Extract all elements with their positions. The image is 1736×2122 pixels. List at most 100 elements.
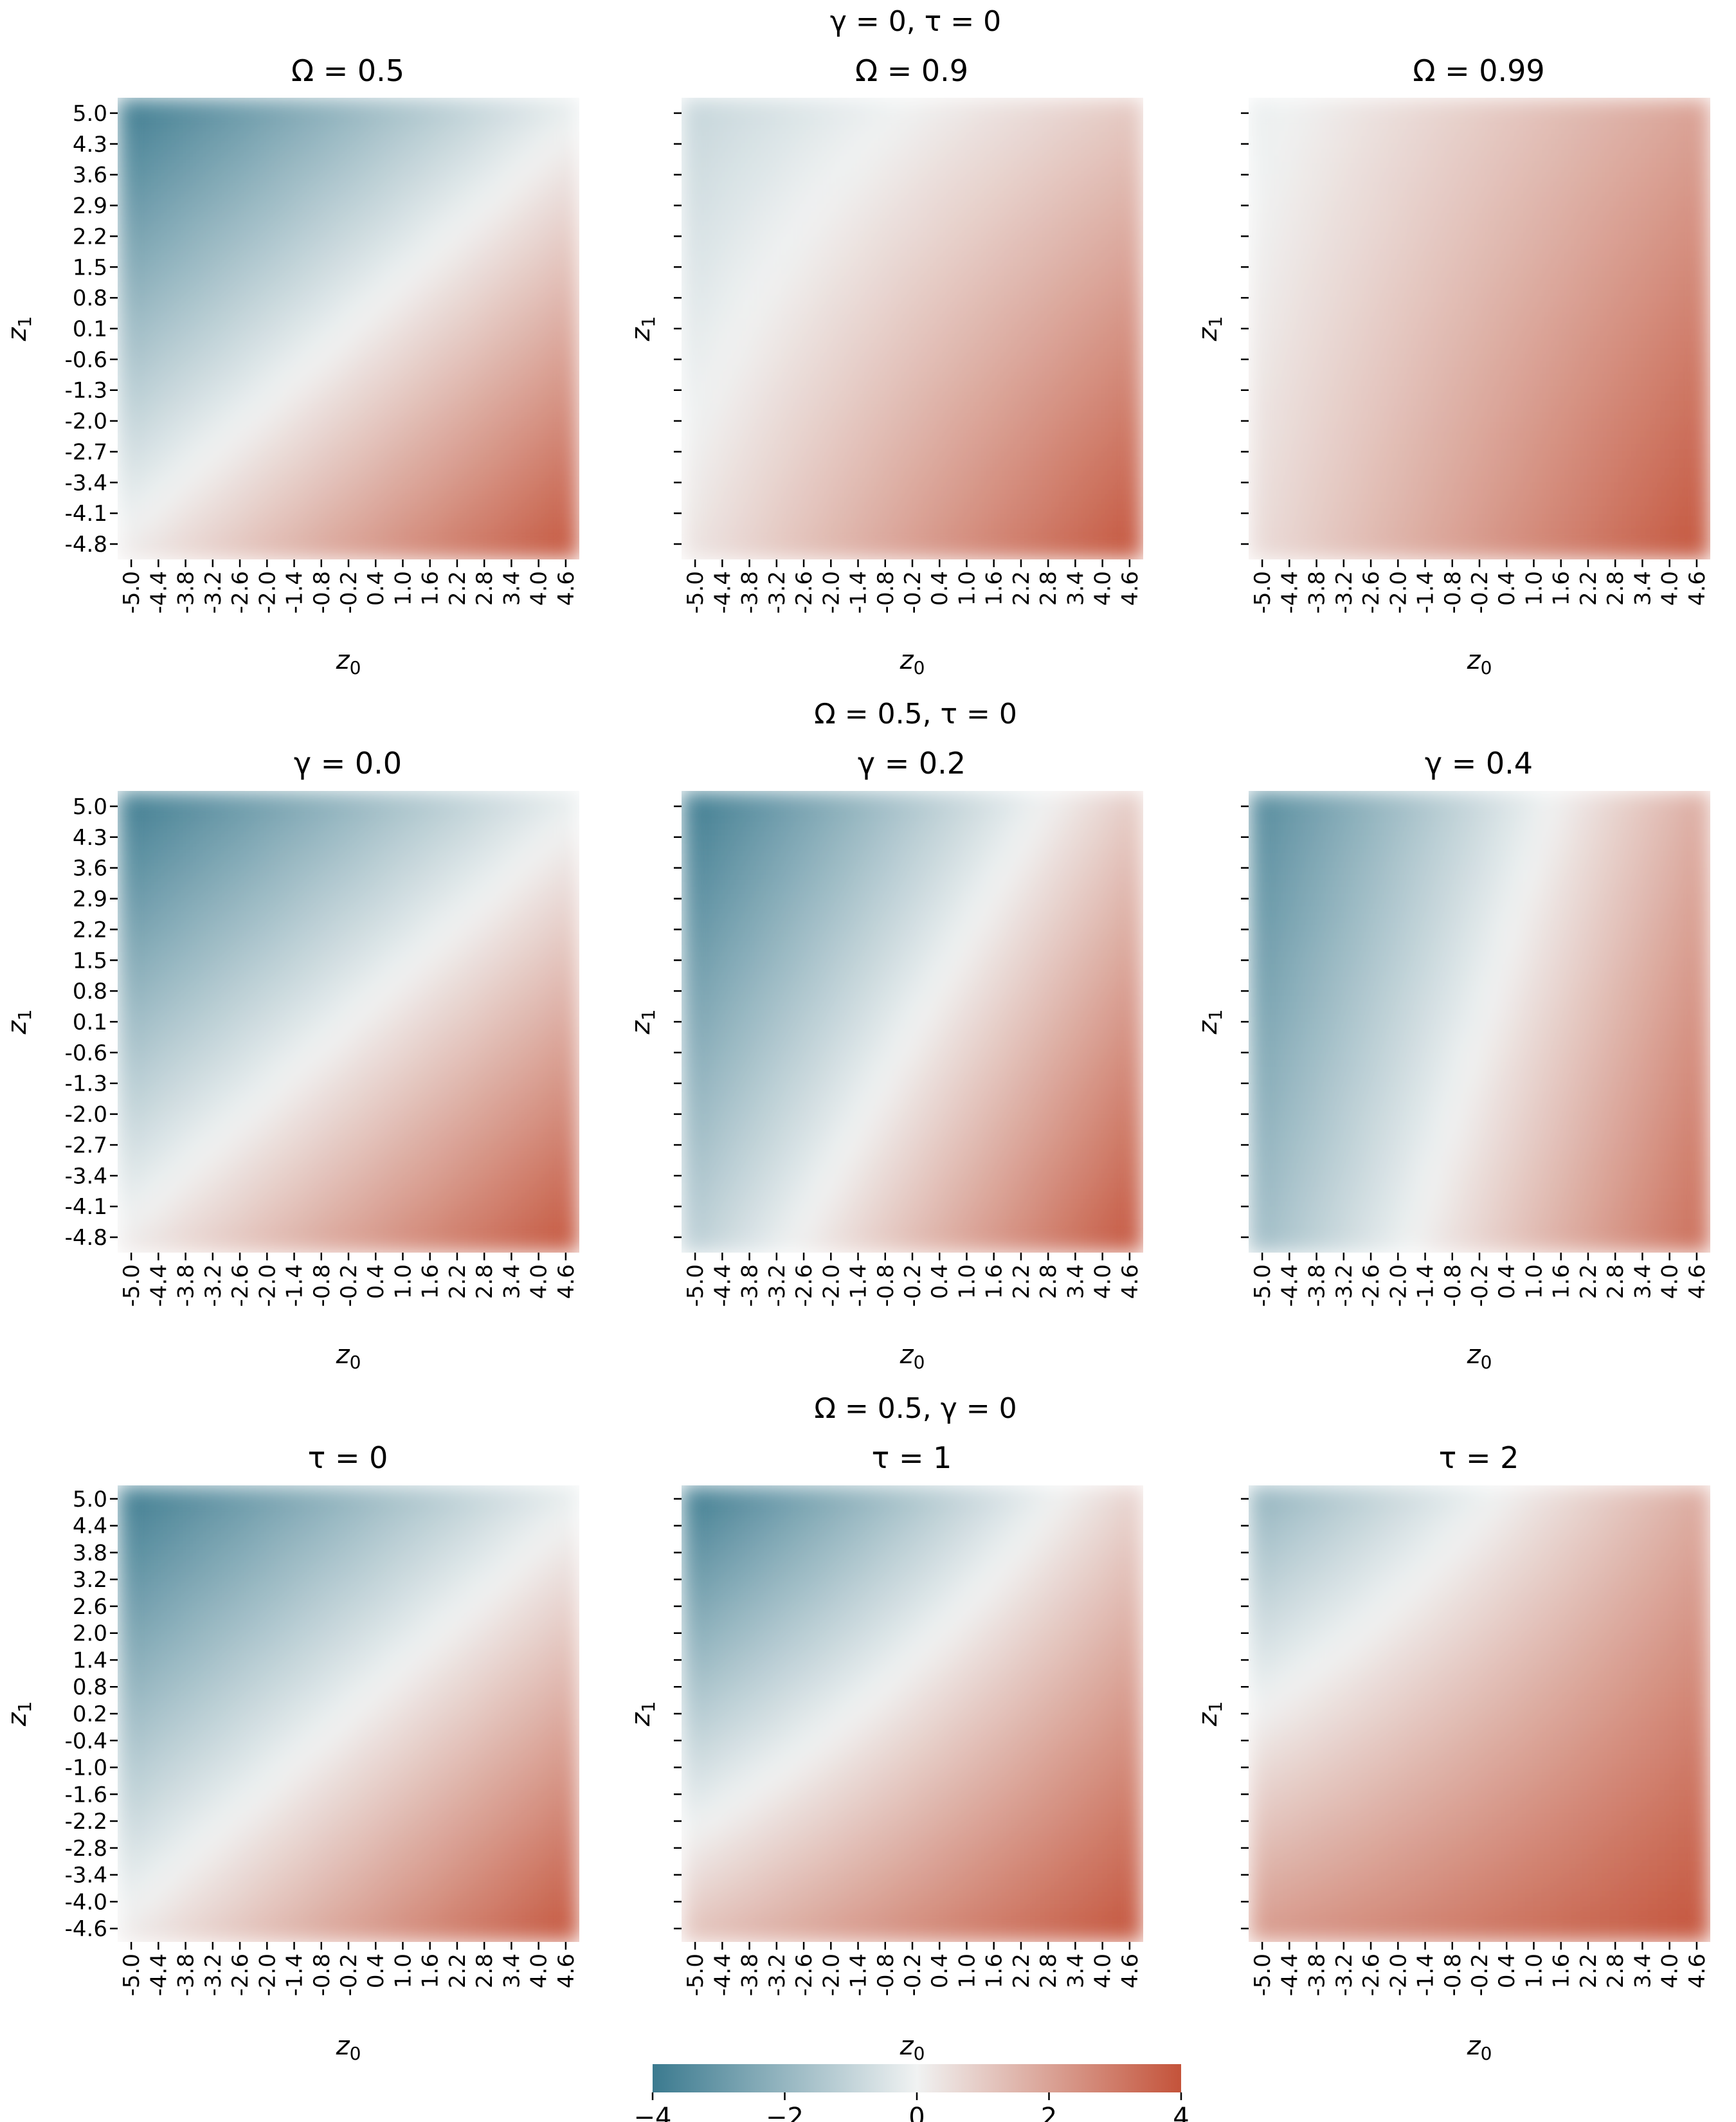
heatmap-cell [777, 1714, 798, 1734]
heatmap-cell [1691, 386, 1710, 406]
heatmap-cell [1124, 347, 1143, 368]
heatmap-cell [464, 1808, 484, 1829]
heatmap-cell [1614, 1079, 1634, 1100]
heatmap-cell [271, 1827, 292, 1847]
heatmap-cell [386, 309, 407, 329]
heatmap-cell [348, 791, 368, 811]
x-tick-label: 0.4 [1494, 1264, 1520, 1299]
heatmap-cell [1614, 1118, 1634, 1138]
heatmap-cell [483, 155, 503, 176]
heatmap-cell [541, 1885, 561, 1905]
heatmap-cell [854, 213, 874, 233]
heatmap-cell [758, 1770, 779, 1791]
heatmap-cell [1027, 1118, 1048, 1138]
heatmap-cell [425, 1619, 446, 1638]
heatmap-cell [156, 521, 176, 541]
heatmap-cell [1008, 1002, 1029, 1022]
heatmap-cell [1422, 925, 1442, 946]
heatmap-cell [758, 1156, 779, 1177]
heatmap-cell [271, 1714, 292, 1734]
heatmap-cell [1556, 1156, 1577, 1177]
heatmap-cell [854, 232, 874, 253]
heatmap-cell [700, 347, 721, 368]
heatmap-cell [874, 1137, 894, 1157]
heatmap-cell [1498, 540, 1519, 559]
heatmap-cell [1498, 1233, 1519, 1253]
heatmap-cell [156, 463, 176, 484]
heatmap-cell [1595, 213, 1615, 233]
heatmap-cell [777, 232, 798, 253]
heatmap-cell [156, 1118, 176, 1138]
heatmap-cell [758, 1923, 779, 1942]
heatmap-cell [835, 1808, 856, 1829]
heatmap-cell [989, 1732, 1009, 1752]
heatmap-cell [835, 251, 856, 272]
heatmap-cell [156, 1098, 176, 1119]
heatmap-cell [252, 1752, 273, 1772]
x-tick-label: 1.6 [418, 571, 444, 606]
heatmap-cell [367, 1599, 388, 1619]
heatmap-cell [893, 1865, 913, 1886]
heatmap-cell [291, 444, 311, 464]
heatmap-cell [1633, 347, 1654, 368]
heatmap-cell [464, 1847, 484, 1867]
heatmap-cell [682, 1847, 701, 1867]
heatmap-cell [521, 810, 541, 830]
heatmap-cell [835, 1098, 856, 1119]
heatmap-cell [1249, 155, 1269, 176]
heatmap-cell [854, 174, 874, 195]
heatmap-cell [931, 1175, 952, 1196]
heatmap-cell [156, 1040, 176, 1061]
heatmap-cell [950, 1485, 971, 1505]
heatmap-cell [1047, 386, 1067, 406]
heatmap-cell [1441, 964, 1461, 984]
heatmap-cell [560, 1060, 579, 1080]
heatmap-cell [1047, 1485, 1067, 1505]
heatmap-cell [931, 1523, 952, 1543]
heatmap-cell [682, 502, 701, 521]
heatmap-cell [1614, 1233, 1634, 1253]
heatmap-cell [233, 1485, 253, 1505]
heatmap-cell [989, 213, 1009, 233]
heatmap-cell [1027, 116, 1048, 137]
heatmap-cell [541, 1195, 561, 1215]
heatmap-cell [1105, 386, 1125, 406]
heatmap-cell [425, 290, 446, 310]
heatmap-cell [1383, 174, 1404, 195]
heatmap-cell [1085, 463, 1105, 484]
heatmap-cell [893, 482, 913, 503]
heatmap-cell [739, 887, 759, 907]
heatmap-cell [1085, 1195, 1105, 1215]
heatmap-cell [1027, 424, 1048, 445]
heatmap-cell [291, 945, 311, 965]
heatmap-cell [271, 1040, 292, 1061]
heatmap-cell [950, 1923, 971, 1942]
heatmap-cell [758, 1542, 779, 1563]
heatmap-cell [560, 405, 579, 426]
heatmap-cell [874, 1770, 894, 1791]
heatmap-cell [874, 290, 894, 310]
heatmap-cell [521, 1022, 541, 1042]
heatmap-cell [1402, 1118, 1423, 1138]
heatmap-cell [777, 444, 798, 464]
x-tick-label: 0.4 [363, 1264, 389, 1299]
heatmap-cell [156, 1002, 176, 1022]
heatmap-cell [854, 1118, 874, 1138]
heatmap-cell [739, 424, 759, 445]
heatmap-cell [950, 1060, 971, 1080]
heatmap-cell [1105, 347, 1125, 368]
heatmap-cell [1383, 1002, 1404, 1022]
heatmap-cell [1691, 271, 1710, 291]
heatmap-cell [1672, 1118, 1692, 1138]
heatmap-cell [1364, 867, 1384, 888]
heatmap-cell [1287, 444, 1307, 464]
heatmap-cell [386, 1637, 407, 1658]
heatmap-cell [1517, 925, 1538, 946]
heatmap-cell [1498, 1118, 1519, 1138]
heatmap-cell [136, 1195, 157, 1215]
heatmap-cell [464, 174, 484, 195]
heatmap-cell [444, 1580, 465, 1601]
heatmap-cell [502, 1599, 523, 1619]
heatmap-cell [386, 1790, 407, 1809]
heatmap-cell [464, 1694, 484, 1714]
